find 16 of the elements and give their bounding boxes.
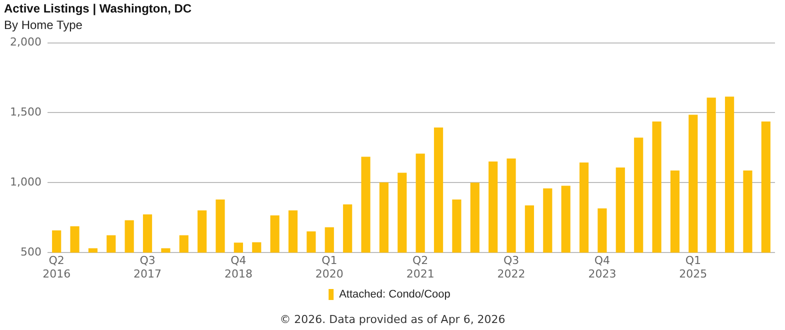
x-tick-label: Q4 2023 xyxy=(588,254,616,280)
y-tick-label: 1,500 xyxy=(10,106,42,119)
x-tick-label: Q1 2025 xyxy=(679,254,708,280)
y-tick-label: 1,000 xyxy=(10,176,42,189)
chart-subtitle: By Home Type xyxy=(4,18,83,32)
x-tick-label: Q3 2022 xyxy=(497,254,526,280)
y-tick-label: 500 xyxy=(20,245,42,258)
y-tick-label: 2,000 xyxy=(10,36,42,49)
x-tick-label: Q1 2020 xyxy=(315,254,344,280)
x-tick-label: Q2 2021 xyxy=(406,254,434,280)
x-tick-label: Q3 2017 xyxy=(134,254,162,280)
text: © 2026. Data provided as of Apr 6, 2026 xyxy=(278,313,506,326)
x-tick-label: Q2 2016 xyxy=(42,254,71,280)
x-tick-label: Q4 2018 xyxy=(224,254,252,280)
legend-label: Attached: Condo/Coop xyxy=(339,288,450,301)
chart-title: Active Listings | Washington, DC xyxy=(4,2,192,16)
